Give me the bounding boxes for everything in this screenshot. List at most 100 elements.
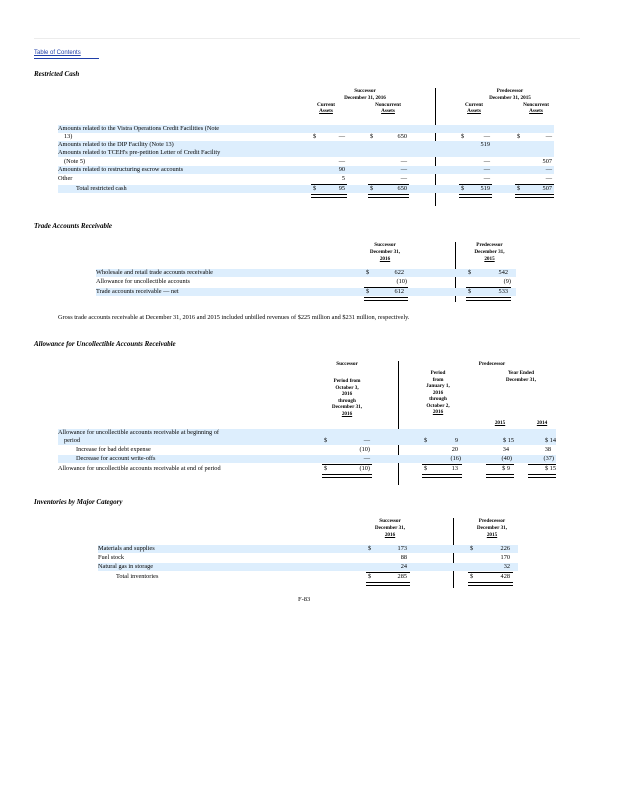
subtotal-rule (466, 287, 511, 288)
subtotal-rule (515, 184, 554, 185)
rc-p-current-hdr: Current (464, 102, 484, 108)
table-row-cont: period (58, 437, 556, 445)
al-year-2015: 2015 (494, 420, 506, 426)
cell-value: 650 (397, 133, 407, 140)
cell-value: (16) (450, 455, 462, 462)
tar-successor-date: December 31, (369, 249, 401, 255)
tar-predecessor-date: December 31, (474, 249, 505, 255)
table-row-total: Total restricted cash (58, 185, 554, 193)
subtotal-rule (459, 184, 492, 185)
cell-value: 32 (503, 563, 510, 570)
rc-p-current-hdr2: Assets (467, 108, 481, 114)
table-row: Materials and supplies (98, 545, 518, 553)
table-row: Fuel stock (98, 554, 125, 561)
rc-p-noncurrent-hdr: Noncurrent (523, 102, 549, 108)
restricted-cash-title: Restricted Cash (34, 70, 80, 78)
currency-symbol: $ (468, 269, 472, 276)
inventories-title: Inventories by Major Category (34, 498, 123, 506)
table-row: Increase for bad debt expense (76, 446, 151, 453)
total-double-rule (364, 297, 408, 301)
cell-value: 507 (542, 158, 552, 165)
rc-p-noncurrent-hdr2: Assets (529, 108, 543, 114)
cell-value: 542 (498, 269, 508, 276)
cell-value: (40) (501, 455, 513, 462)
top-rule (34, 38, 580, 39)
cell-value: 9 (454, 437, 458, 444)
al-predecessor-label: Predecessor (478, 361, 506, 367)
currency-symbol: $ (424, 437, 428, 444)
cell-value: 170 (500, 554, 510, 561)
table-row-cont: 13) (64, 133, 73, 140)
currency-symbol: $ (324, 437, 328, 444)
total-double-rule (486, 474, 514, 478)
currency-symbol: $ (470, 545, 474, 552)
cell-value: — (545, 175, 552, 182)
al-successor-label: Successor (336, 361, 358, 367)
rc-s-current-hdr2: Assets (319, 108, 333, 114)
currency-symbol: $ (366, 269, 370, 276)
cell-value: 90 (338, 166, 345, 173)
cell-value: 533 (498, 288, 508, 295)
currency-symbol: $ (470, 573, 474, 580)
currency-symbol: $ (368, 573, 372, 580)
table-row: Amounts related to the Vistra Operations… (58, 125, 554, 133)
al-year-ended-date: December 31, (505, 377, 537, 383)
unbilled-revenue-note: Gross trade accounts receivable at Decem… (58, 314, 410, 321)
cell-value: $ 15 (502, 437, 514, 444)
subtotal-rule (364, 287, 408, 288)
cell-value: 173 (397, 545, 407, 552)
table-row-total: Total inventories (116, 573, 159, 580)
inv-predecessor-label: Predecessor (478, 518, 506, 524)
currency-symbol: $ (517, 185, 521, 192)
rc-s-noncurrent-hdr: Noncurrent (375, 102, 401, 108)
subtotal-rule (422, 464, 462, 465)
table-row: Allowance for uncollectible accounts rec… (58, 429, 556, 437)
rc-predecessor-label: Predecessor (496, 88, 524, 94)
table-row-cont: (Note 5) (64, 158, 86, 165)
cell-value: 612 (394, 288, 404, 295)
total-double-rule (528, 474, 556, 478)
cell-value: 285 (397, 573, 407, 580)
cell-value: 622 (394, 269, 404, 276)
toc-underline (34, 58, 99, 59)
currency-symbol: $ (324, 465, 328, 472)
cell-value: 226 (500, 545, 510, 552)
cell-value: (10) (396, 278, 408, 285)
inv-successor-date: December 31, (374, 525, 406, 531)
cell-value: — (483, 158, 490, 165)
tar-predecessor-year: 2015 (484, 256, 495, 262)
subtotal-rule (368, 184, 409, 185)
cell-value: 95 (338, 185, 345, 192)
cell-value: — (400, 175, 407, 182)
total-double-rule (366, 582, 410, 586)
table-row: Natural gas in storage (98, 563, 518, 571)
table-row: Allowance for uncollectible accounts (96, 278, 190, 285)
cell-value: — (483, 166, 490, 173)
table-row: Wholesale and retail trade accounts rece… (96, 269, 516, 277)
total-double-rule (368, 194, 409, 198)
cell-value: — (338, 158, 345, 165)
currency-symbol: $ (368, 545, 372, 552)
rc-predecessor-date: December 31, 2015 (489, 95, 531, 101)
currency-symbol: $ (313, 133, 317, 140)
cell-value: 5 (341, 175, 345, 182)
tar-successor-year: 2016 (379, 256, 391, 262)
currency-symbol: $ (370, 185, 374, 192)
currency-symbol: $ (424, 465, 428, 472)
cell-value: 507 (542, 185, 552, 192)
table-row: Decrease for account write-offs (58, 455, 556, 463)
currency-symbol: $ (461, 133, 465, 140)
inv-successor-year: 2016 (384, 532, 396, 538)
subtotal-rule (468, 572, 513, 573)
subtotal-rule (322, 464, 372, 465)
subtotal-rule (528, 464, 556, 465)
cell-value: 88 (400, 554, 407, 561)
total-double-rule (422, 474, 462, 478)
cell-value: — (483, 175, 490, 182)
cell-value: — (338, 133, 345, 140)
cell-value: (10) (359, 446, 371, 453)
tar-predecessor-label: Predecessor (476, 242, 503, 248)
al-period-divider (398, 361, 399, 485)
al-predecessor-period: Period from January 1, 2016 through Octo… (426, 370, 450, 415)
table-of-contents-link[interactable]: Table of Contents (34, 50, 81, 56)
